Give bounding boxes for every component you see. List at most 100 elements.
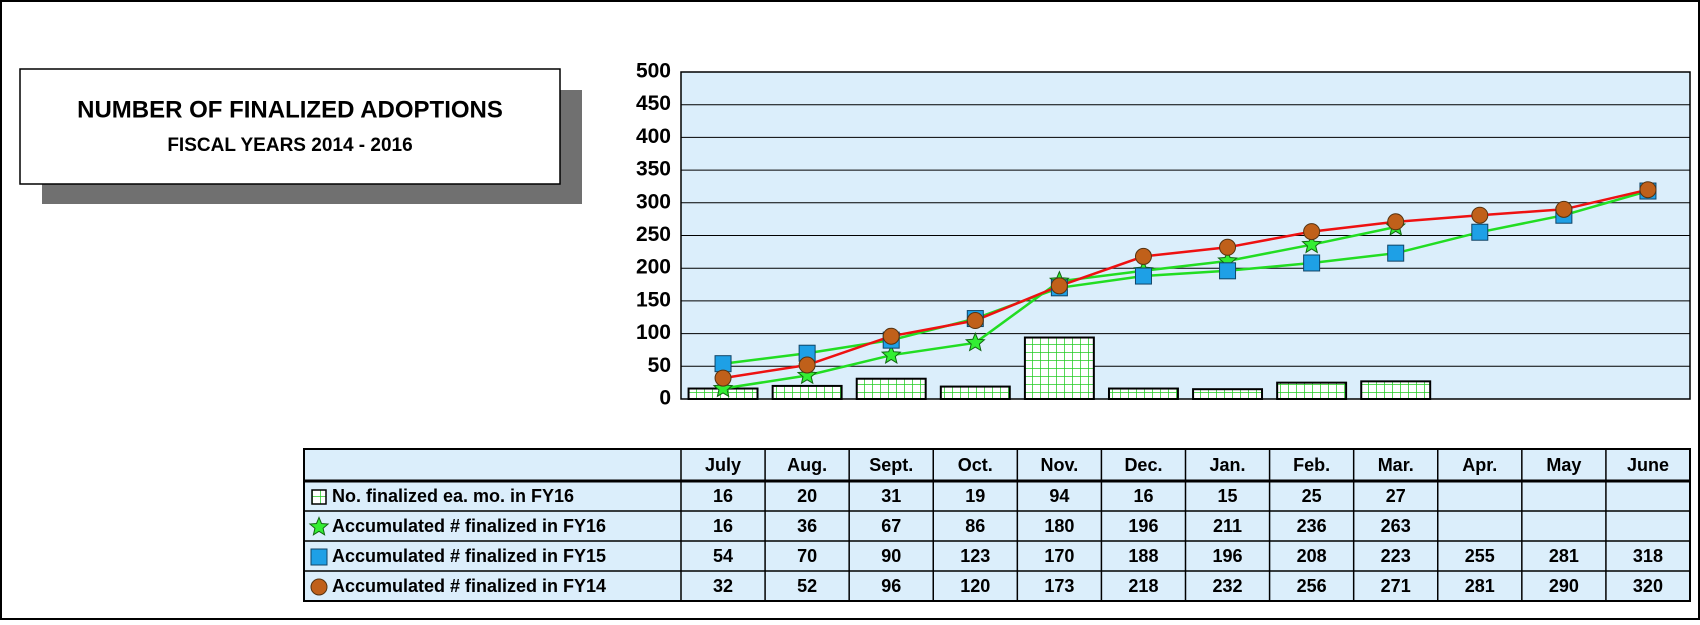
point (1471, 223, 1489, 241)
y-tick-label: 250 (636, 223, 671, 246)
table-value: 188 (1128, 546, 1158, 566)
legend-icon (311, 489, 327, 505)
legend-label: Accumulated # finalized in FY15 (332, 546, 606, 566)
table-value: 36 (797, 516, 817, 536)
point (882, 327, 900, 345)
table-value: 180 (1044, 516, 1074, 536)
point (1134, 247, 1152, 265)
title-box (19, 68, 561, 185)
table-value: 271 (1381, 576, 1411, 596)
table-value: 223 (1381, 546, 1411, 566)
column-header: Sept. (869, 455, 913, 475)
table-value: 16 (713, 516, 733, 536)
table-value: 15 (1218, 486, 1238, 506)
table-value: 255 (1465, 546, 1495, 566)
legend-icon (308, 516, 330, 536)
table-value: 320 (1633, 576, 1663, 596)
y-tick-label: 500 (636, 60, 671, 83)
legend-label: Accumulated # finalized in FY14 (332, 576, 606, 596)
y-tick-label: 150 (636, 288, 671, 311)
table-value: 281 (1465, 576, 1495, 596)
table-value: 27 (1386, 486, 1406, 506)
bar (939, 385, 1011, 401)
y-tick-label: 200 (636, 256, 671, 279)
point (1471, 206, 1489, 224)
table-value: 20 (797, 486, 817, 506)
table-value: 120 (960, 576, 990, 596)
table-value: 218 (1128, 576, 1158, 596)
column-header: Apr. (1462, 455, 1497, 475)
point (1555, 200, 1573, 218)
chart-subtitle: FISCAL YEARS 2014 - 2016 (167, 135, 412, 156)
table-value: 86 (965, 516, 985, 536)
y-tick-label: 450 (636, 92, 671, 115)
table-value: 290 (1549, 576, 1579, 596)
table-value: 170 (1044, 546, 1074, 566)
point (880, 344, 902, 364)
table-value: 236 (1297, 516, 1327, 536)
point (796, 364, 818, 385)
bar (1107, 387, 1179, 401)
table-value: 90 (881, 546, 901, 566)
point (1050, 277, 1068, 295)
point (714, 369, 732, 387)
legend-icon (310, 548, 328, 566)
table-value: 211 (1213, 516, 1242, 536)
y-tick-label: 300 (636, 190, 671, 213)
bar (1192, 388, 1264, 401)
point (964, 331, 986, 352)
point (1219, 262, 1237, 280)
table-value: 52 (797, 576, 817, 596)
point (1303, 254, 1321, 272)
table-value: 70 (797, 546, 817, 566)
column-header: June (1627, 455, 1669, 475)
y-tick-label: 50 (648, 354, 671, 377)
table-value: 94 (1049, 486, 1069, 506)
table-value: 318 (1633, 546, 1663, 566)
point (1387, 244, 1405, 262)
point (798, 356, 816, 374)
chart-title: NUMBER OF FINALIZED ADOPTIONS (77, 96, 503, 123)
table-value: 208 (1297, 546, 1327, 566)
point (1134, 267, 1152, 285)
y-tick-label: 100 (636, 321, 671, 344)
legend-label: Accumulated # finalized in FY16 (332, 516, 606, 536)
legend-icon (310, 578, 328, 596)
table-value: 31 (881, 486, 901, 506)
table-value: 196 (1213, 546, 1243, 566)
point (1387, 213, 1405, 231)
y-tick-label: 350 (636, 158, 671, 181)
column-header: July (705, 455, 741, 475)
column-header: Feb. (1293, 455, 1330, 475)
point (712, 377, 734, 398)
point (1303, 223, 1321, 241)
column-header: May (1546, 455, 1581, 475)
table-value: 256 (1297, 576, 1327, 596)
table-value: 32 (713, 576, 733, 596)
table-value: 96 (881, 576, 901, 596)
table-value: 54 (713, 546, 733, 566)
table-value: 281 (1549, 546, 1579, 566)
bar (1023, 336, 1095, 400)
point (1219, 238, 1237, 256)
column-header: Jan. (1210, 455, 1246, 475)
legend-label: No. finalized ea. mo. in FY16 (332, 486, 574, 506)
table-bg (303, 448, 1691, 602)
table-value: 232 (1213, 576, 1243, 596)
y-tick-label: 0 (659, 387, 671, 410)
table-value: 123 (960, 546, 990, 566)
table-value: 173 (1044, 576, 1074, 596)
column-header: Dec. (1124, 455, 1162, 475)
bar (855, 377, 927, 401)
point (1639, 181, 1657, 199)
point (714, 355, 732, 373)
point (1301, 233, 1323, 254)
table-value: 25 (1302, 486, 1322, 506)
point (966, 312, 984, 330)
bar (1276, 381, 1348, 400)
column-header: Mar. (1378, 455, 1414, 475)
column-header: Nov. (1041, 455, 1079, 475)
table-value: 19 (965, 486, 985, 506)
table-value: 196 (1128, 516, 1158, 536)
